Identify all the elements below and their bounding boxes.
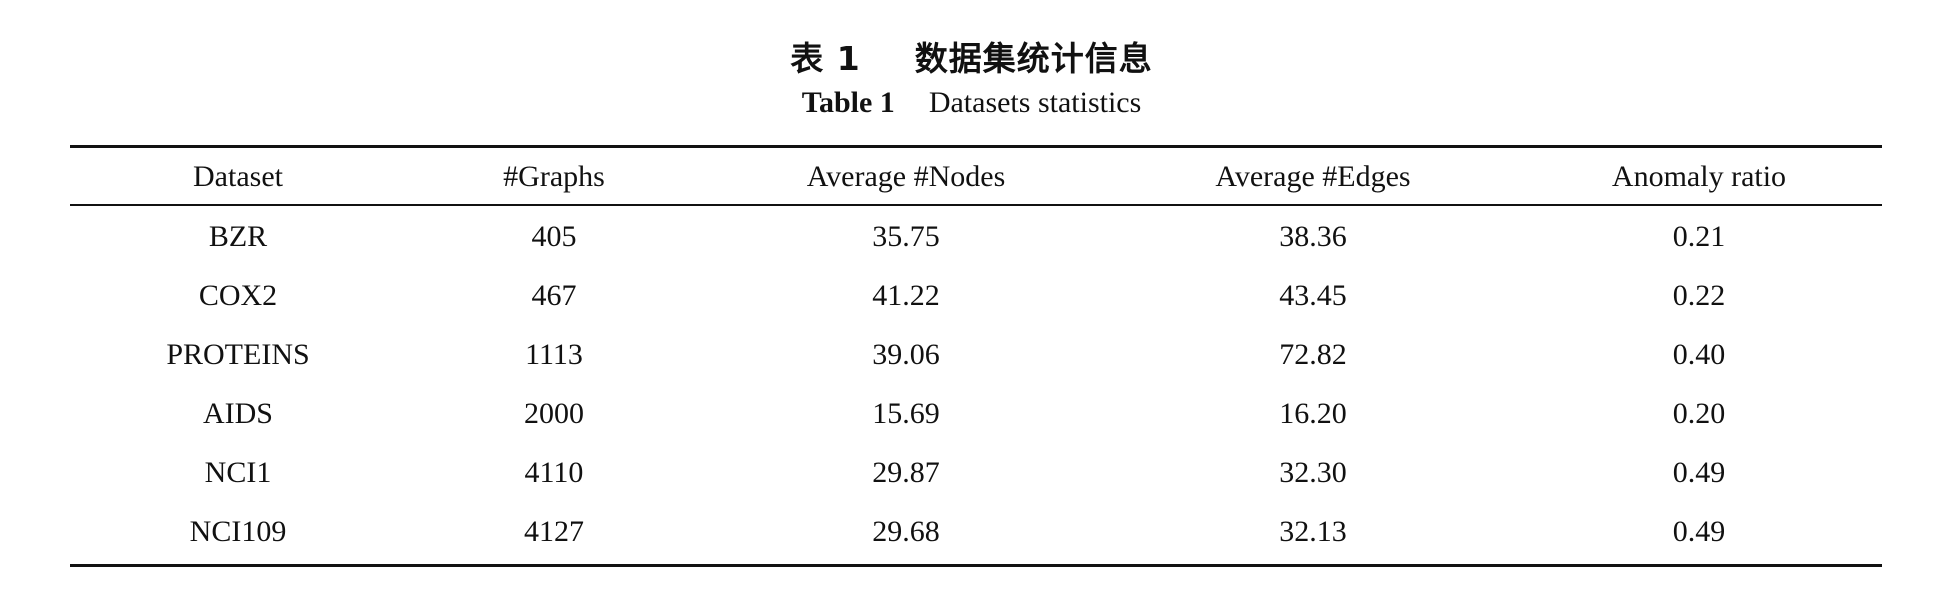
table-body: BZR 405 35.75 38.36 0.21 COX2 467 41.22 … <box>70 215 1882 569</box>
cell-graphs: 4110 <box>524 456 584 489</box>
table-row: AIDS 2000 15.69 16.20 0.20 <box>70 392 1882 451</box>
cell-dataset: BZR <box>208 220 268 253</box>
cell-avg-edges: 72.82 <box>1279 338 1347 371</box>
cell-avg-edges: 32.13 <box>1279 515 1347 548</box>
table-row: BZR 405 35.75 38.36 0.21 <box>70 215 1882 274</box>
cell-dataset: AIDS <box>202 397 273 430</box>
top-rule <box>70 145 1882 148</box>
cell-graphs: 4127 <box>524 515 584 548</box>
column-header-avg-edges: Average #Edges <box>1215 160 1411 193</box>
cell-anomaly-ratio: 0.40 <box>1672 338 1726 371</box>
column-header-avg-nodes: Average #Nodes <box>806 160 1006 193</box>
cell-dataset: COX2 <box>198 279 278 312</box>
cell-graphs: 2000 <box>524 397 584 430</box>
table-row: NCI1 4110 29.87 32.30 0.49 <box>70 451 1882 510</box>
cell-anomaly-ratio: 0.49 <box>1672 456 1726 489</box>
column-header-graphs: #Graphs <box>503 160 605 193</box>
table-caption-english: Table 1 Datasets statistics <box>0 86 1943 120</box>
table-title-english: Datasets statistics <box>928 86 1142 119</box>
cell-avg-nodes: 15.69 <box>872 397 940 430</box>
cell-avg-edges: 32.30 <box>1279 456 1347 489</box>
cell-graphs: 405 <box>531 220 577 253</box>
cell-dataset: PROTEINS <box>166 338 310 371</box>
cell-graphs: 1113 <box>525 338 583 371</box>
cell-dataset: NCI1 <box>204 456 272 489</box>
header-rule <box>70 204 1882 206</box>
cell-avg-nodes: 29.68 <box>872 515 940 548</box>
header-row: Dataset #Graphs Average #Nodes Average #… <box>70 155 1882 199</box>
cell-avg-nodes: 41.22 <box>872 279 940 312</box>
table-row: COX2 467 41.22 43.45 0.22 <box>70 274 1882 333</box>
cell-avg-edges: 38.36 <box>1279 220 1347 253</box>
cell-avg-edges: 16.20 <box>1279 397 1347 430</box>
bottom-rule <box>70 564 1882 567</box>
cell-anomaly-ratio: 0.49 <box>1672 515 1726 548</box>
cell-graphs: 467 <box>531 279 577 312</box>
cell-anomaly-ratio: 0.20 <box>1672 397 1726 430</box>
table-caption-chinese: 表 1 数据集统计信息 <box>0 32 1943 80</box>
cell-avg-nodes: 35.75 <box>872 220 940 253</box>
table-row: PROTEINS 1113 39.06 72.82 0.40 <box>70 333 1882 392</box>
table-row: NCI109 4127 29.68 32.13 0.49 <box>70 510 1882 569</box>
cell-avg-nodes: 29.87 <box>872 456 940 489</box>
column-header-anomaly-ratio: Anomaly ratio <box>1611 160 1787 193</box>
column-header-dataset: Dataset <box>193 160 283 193</box>
cell-avg-nodes: 39.06 <box>872 338 940 371</box>
table-title-chinese: 数据集统计信息 <box>914 39 1153 78</box>
table-header: Dataset #Graphs Average #Nodes Average #… <box>70 155 1882 199</box>
cell-anomaly-ratio: 0.21 <box>1672 220 1726 253</box>
cell-anomaly-ratio: 0.22 <box>1672 279 1726 312</box>
cell-avg-edges: 43.45 <box>1279 279 1347 312</box>
table-label-english: Table 1 <box>801 86 895 119</box>
cell-dataset: NCI109 <box>189 515 287 548</box>
table-label-chinese: 表 1 <box>790 39 861 78</box>
